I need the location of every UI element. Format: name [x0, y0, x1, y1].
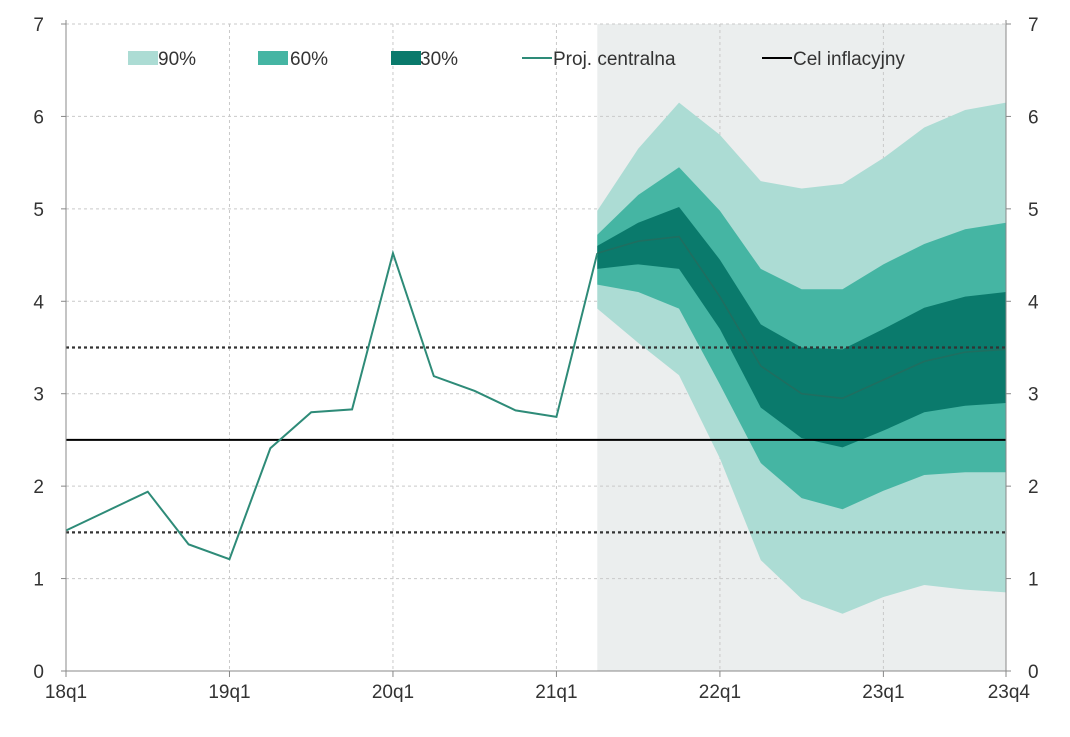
x-tick-label: 23q4	[988, 682, 1031, 703]
legend: 90% 60% 30% Proj. centralna Cel inflacyjny	[128, 49, 905, 70]
legend-label-central: Proj. centralna	[553, 49, 676, 70]
y-tick-label-left: 7	[33, 15, 44, 36]
legend-label-target: Cel inflacyjny	[793, 49, 905, 70]
x-tick-label: 18q1	[45, 682, 87, 703]
y-tick-label-left: 3	[33, 385, 44, 406]
axes	[61, 20, 1011, 677]
y-tick-label-left: 1	[33, 570, 44, 591]
y-tick-label-left: 5	[33, 200, 44, 221]
x-tick-label: 22q1	[699, 682, 741, 703]
legend-label-band-30: 30%	[420, 49, 458, 70]
y-tick-label-right: 6	[1028, 107, 1039, 128]
tick-labels: 0 0 1 1 2 2 3 3 4 4 5 5 6 6 7 7 18q1 19q1 20q1 21q1 22q1 23q1…	[33, 15, 1039, 703]
y-tick-label-right: 7	[1028, 15, 1039, 36]
legend-label-band-60: 60%	[290, 49, 328, 70]
y-tick-label-left: 0	[33, 662, 44, 683]
y-tick-label-right: 1	[1028, 570, 1039, 591]
y-tick-label-right: 3	[1028, 385, 1039, 406]
legend-swatch-band-30	[391, 51, 421, 65]
y-tick-label-left: 2	[33, 477, 44, 498]
historical-cpi-line	[65, 249, 599, 561]
y-tick-label-left: 4	[33, 292, 44, 313]
legend-swatch-band-90	[128, 51, 158, 65]
legend-swatch-band-60	[258, 51, 288, 65]
x-tick-label: 20q1	[372, 682, 414, 703]
reference-lines	[66, 346, 1006, 534]
y-tick-label-right: 2	[1028, 477, 1039, 498]
series-lines	[65, 235, 1007, 561]
y-tick-label-right: 5	[1028, 200, 1039, 221]
y-tick-label-right: 4	[1028, 292, 1039, 313]
legend-label-band-90: 90%	[158, 49, 196, 70]
y-tick-label-left: 6	[33, 107, 44, 128]
gridlines	[66, 23, 1006, 671]
x-tick-label: 21q1	[535, 682, 577, 703]
x-tick-label: 23q1	[862, 682, 904, 703]
y-tick-label-right: 0	[1028, 662, 1039, 683]
central-projection-line	[597, 235, 1007, 400]
x-tick-label: 19q1	[208, 682, 250, 703]
